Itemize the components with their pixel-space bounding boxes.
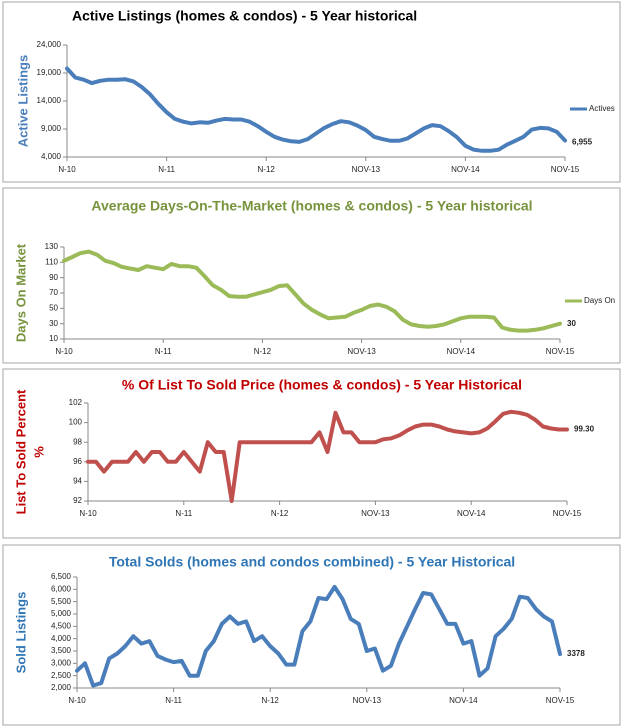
y-tick-label: 30	[49, 319, 58, 328]
y-tick-label: 19,000	[37, 68, 62, 77]
y-tick-label: 98	[73, 437, 82, 446]
x-tick-label: NOV-13	[353, 696, 382, 705]
x-tick-label: NOV-14	[449, 696, 478, 705]
chart-title: Average Days-On-The-Market (homes & cond…	[91, 198, 532, 214]
y-tick-label: 94	[73, 477, 82, 486]
x-tick-label: N-11	[175, 509, 192, 518]
y-tick-label: 90	[49, 273, 58, 282]
data-line	[65, 66, 567, 153]
x-tick-label: NOV-15	[551, 165, 580, 174]
y-tick-label: 4,500	[51, 621, 72, 630]
y-tick-label: 96	[73, 457, 82, 466]
x-tick-label: NOV-14	[451, 165, 480, 174]
y-axis-label: Days On Market	[13, 243, 28, 342]
y-tick-label: 6,500	[51, 572, 72, 581]
legend-label: Days On	[584, 296, 615, 305]
x-tick-label: N-11	[158, 165, 175, 174]
x-tick-label: NOV-13	[352, 165, 381, 174]
legend-label: Actives	[589, 104, 615, 113]
panel-frame	[2, 368, 621, 539]
x-tick-label: N-10	[58, 165, 76, 174]
y-tick-label: 3,500	[51, 646, 72, 655]
x-tick-label: N-12	[254, 347, 272, 356]
y-tick-label: 5,500	[51, 597, 72, 606]
panel-frame	[2, 187, 621, 364]
y-axis-label: Active Listings	[15, 55, 30, 147]
x-tick-label: N-11	[165, 696, 182, 705]
x-tick-label: N-11	[155, 347, 172, 356]
y-tick-label: 4,000	[41, 152, 62, 161]
y-tick-label: 3,000	[51, 658, 72, 667]
y-tick-label: 50	[49, 303, 58, 312]
x-tick-label: NOV-15	[546, 696, 575, 705]
y-tick-label: 24,000	[37, 40, 62, 49]
chart-title: Total Solds (homes and condos combined) …	[109, 554, 515, 570]
y-axis-label: Sold Listings	[13, 592, 28, 674]
x-tick-label: NOV-13	[347, 347, 376, 356]
y-tick-label: 130	[45, 242, 59, 251]
y-tick-label: 92	[73, 496, 82, 505]
y-tick-label: 2,000	[51, 683, 72, 692]
chart-title: Active Listings (homes & condos) - 5 Yea…	[72, 8, 417, 24]
data-label: 99.30	[574, 425, 595, 434]
y-tick-label: 110	[45, 257, 58, 266]
y-tick-label: 100	[69, 418, 83, 427]
x-tick-label: NOV-15	[553, 509, 582, 518]
y-axis-label: List To Sold Percent	[13, 389, 28, 514]
y-tick-label: 14,000	[37, 96, 62, 105]
chart-title: % Of List To Sold Price (homes & condos)…	[122, 377, 522, 393]
y-tick-label: 2,500	[51, 671, 72, 680]
y-tick-label: 9,000	[41, 124, 62, 133]
y-tick-label: 6,000	[51, 584, 72, 593]
data-line	[75, 584, 562, 688]
x-tick-label: NOV-15	[546, 347, 575, 356]
x-tick-label: N-10	[55, 347, 73, 356]
data-line	[86, 409, 569, 503]
y-tick-label: 4,000	[51, 634, 72, 643]
data-line	[62, 249, 562, 333]
panel-frame	[2, 1, 621, 183]
panel-frame	[2, 544, 621, 726]
x-tick-label: N-10	[68, 696, 86, 705]
y-tick-label: 5,000	[51, 609, 72, 618]
x-tick-label: N-12	[262, 696, 280, 705]
data-label: 3378	[567, 649, 585, 658]
y-tick-label: 70	[49, 288, 58, 297]
data-label: 6,955	[572, 138, 593, 147]
x-tick-label: NOV-14	[447, 347, 476, 356]
data-label: 30	[567, 319, 576, 328]
y-axis-unit: %	[31, 446, 46, 458]
x-tick-label: N-12	[258, 165, 276, 174]
y-tick-label: 10	[49, 334, 58, 343]
x-tick-label: N-12	[271, 509, 289, 518]
x-tick-label: NOV-13	[361, 509, 390, 518]
x-tick-label: N-10	[79, 509, 97, 518]
y-tick-label: 102	[69, 398, 83, 407]
x-tick-label: NOV-14	[457, 509, 486, 518]
